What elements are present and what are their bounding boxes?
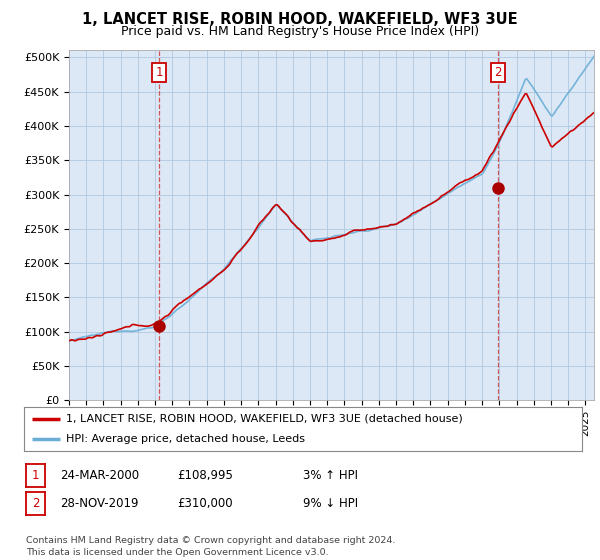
Text: £108,995: £108,995 — [177, 469, 233, 482]
Text: 1: 1 — [32, 469, 39, 482]
Text: Price paid vs. HM Land Registry's House Price Index (HPI): Price paid vs. HM Land Registry's House … — [121, 25, 479, 38]
Text: HPI: Average price, detached house, Leeds: HPI: Average price, detached house, Leed… — [66, 434, 305, 444]
Text: 28-NOV-2019: 28-NOV-2019 — [60, 497, 139, 510]
Text: £310,000: £310,000 — [177, 497, 233, 510]
Text: 1, LANCET RISE, ROBIN HOOD, WAKEFIELD, WF3 3UE: 1, LANCET RISE, ROBIN HOOD, WAKEFIELD, W… — [82, 12, 518, 27]
Text: 1: 1 — [155, 66, 163, 79]
Text: 2: 2 — [32, 497, 39, 510]
Text: 9% ↓ HPI: 9% ↓ HPI — [303, 497, 358, 510]
Text: 24-MAR-2000: 24-MAR-2000 — [60, 469, 139, 482]
Text: 3% ↑ HPI: 3% ↑ HPI — [303, 469, 358, 482]
Text: 1, LANCET RISE, ROBIN HOOD, WAKEFIELD, WF3 3UE (detached house): 1, LANCET RISE, ROBIN HOOD, WAKEFIELD, W… — [66, 414, 463, 424]
Text: 2: 2 — [494, 66, 502, 79]
Text: Contains HM Land Registry data © Crown copyright and database right 2024.
This d: Contains HM Land Registry data © Crown c… — [26, 536, 395, 557]
